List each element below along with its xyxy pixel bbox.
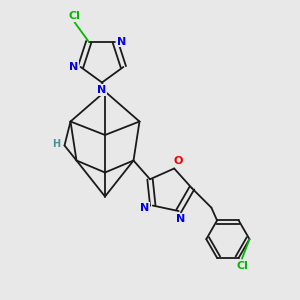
Text: N: N bbox=[98, 85, 106, 95]
Text: Cl: Cl bbox=[69, 11, 81, 21]
Text: N: N bbox=[69, 62, 79, 72]
Text: N: N bbox=[176, 214, 185, 224]
Text: N: N bbox=[140, 203, 149, 213]
Text: Cl: Cl bbox=[236, 261, 248, 271]
Text: H: H bbox=[52, 139, 60, 149]
Text: N: N bbox=[117, 37, 127, 47]
Text: O: O bbox=[174, 156, 183, 166]
